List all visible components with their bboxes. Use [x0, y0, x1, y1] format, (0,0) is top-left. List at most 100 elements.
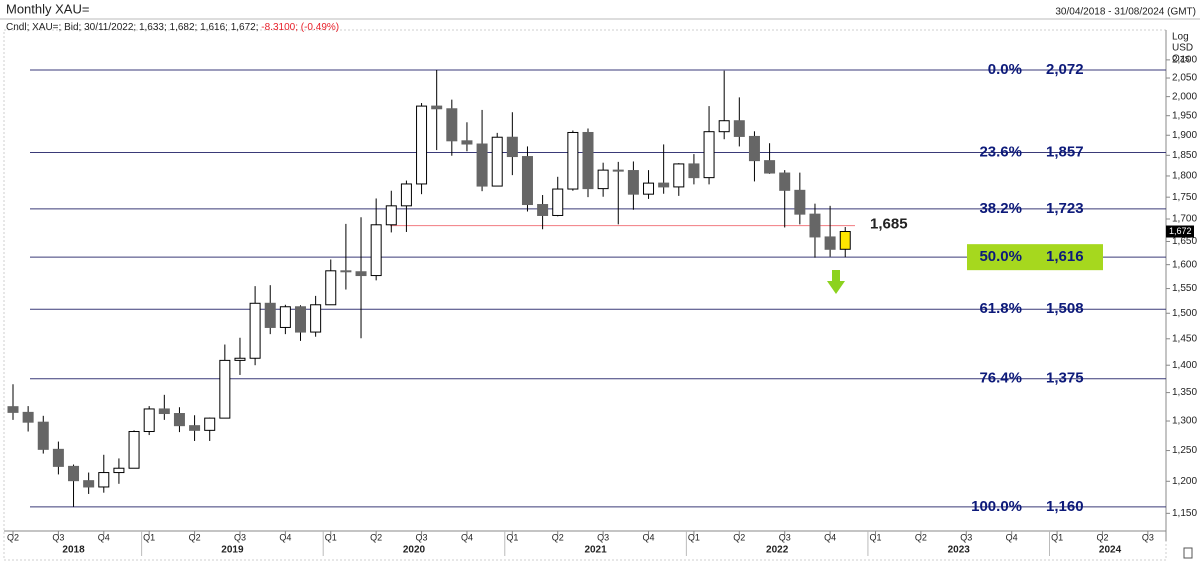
candle-body — [279, 306, 291, 328]
candle-body — [794, 189, 806, 215]
candle-body — [431, 105, 443, 110]
candle-body — [779, 172, 791, 191]
fib-pct: 76.4% — [979, 370, 1022, 387]
date-range: 30/04/2018 - 31/08/2024 (GMT) — [1055, 7, 1196, 18]
x-tick-label: Q1 — [688, 532, 700, 542]
y-tick-label: 1,400 — [1172, 360, 1197, 371]
fib-value: 2,072 — [1046, 61, 1084, 78]
candle-body — [764, 160, 776, 174]
candle-body — [521, 156, 533, 206]
y-tick-label: 2,050 — [1172, 73, 1197, 84]
x-tick-label: Q2 — [1096, 532, 1108, 542]
x-tick-label: Q3 — [779, 532, 791, 542]
candle-body — [113, 467, 125, 474]
x-tick-label: Q2 — [189, 532, 201, 542]
candle-body — [491, 136, 503, 187]
candle-body — [295, 306, 306, 333]
year-label: 2021 — [584, 545, 607, 556]
candle-body — [809, 213, 821, 238]
candle-body — [552, 188, 564, 216]
candle-body — [98, 472, 110, 488]
header-ohlc: Cndl; XAU=; Bid; 30/11/2022; 1,633; 1,68… — [6, 22, 259, 33]
x-tick-label: Q4 — [461, 532, 473, 542]
x-tick-label: Q4 — [279, 532, 291, 542]
y-tick-label: 1,300 — [1172, 416, 1197, 427]
candle-body — [68, 465, 80, 482]
y-tick-label: 1,800 — [1172, 171, 1197, 182]
x-tick-label: Q3 — [52, 532, 64, 542]
y-tick-label: 1,600 — [1172, 259, 1197, 270]
candle-body — [748, 135, 760, 162]
fib-pct: 38.2% — [979, 200, 1022, 217]
resistance-label: 1,685 — [870, 216, 908, 233]
candle-body — [219, 359, 231, 419]
header-change: -8.3100; (-0.49%) — [261, 22, 339, 33]
x-tick-label: Q4 — [643, 532, 655, 542]
candle-body — [612, 169, 624, 172]
axis-unit: Ozs — [1172, 54, 1190, 65]
fib-value: 1,508 — [1046, 300, 1084, 317]
candle-body — [37, 421, 49, 450]
x-tick-label: Q1 — [506, 532, 518, 542]
candle-body — [446, 108, 458, 142]
axis-unit: Log — [1172, 32, 1189, 43]
fib-highlight — [967, 244, 1103, 271]
candle-body — [385, 205, 397, 226]
y-tick-label: 1,250 — [1172, 445, 1197, 456]
x-tick-label: Q2 — [370, 532, 382, 542]
candle-body — [567, 131, 579, 190]
x-tick-label: Q4 — [98, 532, 110, 542]
candle-body — [249, 302, 261, 359]
candle-body — [7, 406, 19, 413]
candle-body — [839, 231, 851, 250]
fib-pct: 61.8% — [979, 300, 1022, 317]
header-info: Cndl; XAU=; Bid; 30/11/2022; 1,633; 1,68… — [6, 22, 339, 33]
x-tick-label: Q1 — [1051, 532, 1063, 542]
candle-body — [400, 183, 412, 207]
x-tick-label: Q2 — [552, 532, 564, 542]
x-tick-label: Q3 — [234, 532, 246, 542]
y-tick-label: 2,000 — [1172, 91, 1197, 102]
candle-body — [703, 131, 715, 179]
candle-body — [204, 417, 216, 431]
candle-body — [643, 182, 655, 195]
year-label: 2020 — [403, 545, 426, 556]
y-tick-label: 1,950 — [1172, 110, 1197, 121]
x-tick-label: Q3 — [1142, 532, 1154, 542]
y-tick-label: 1,500 — [1172, 308, 1197, 319]
y-tick-label: 1,200 — [1172, 476, 1197, 487]
fib-value: 1,160 — [1046, 498, 1084, 515]
y-tick-label: 1,650 — [1172, 236, 1197, 247]
x-tick-label: Q2 — [7, 532, 19, 542]
candle-body — [189, 425, 201, 431]
x-tick-label: Q1 — [143, 532, 155, 542]
fib-pct: 50.0% — [979, 248, 1022, 265]
candle-body — [83, 480, 95, 488]
candle-body — [688, 163, 700, 179]
candle-body — [461, 140, 473, 145]
y-tick-label: 2,100 — [1172, 55, 1197, 66]
fib-value: 1,723 — [1046, 200, 1084, 217]
x-tick-label: Q3 — [416, 532, 428, 542]
candle-body — [128, 431, 140, 469]
candle-body — [234, 357, 246, 361]
candle-body — [476, 143, 488, 187]
candle-body — [627, 170, 639, 195]
year-label: 2022 — [766, 545, 789, 556]
plot-frame — [3, 29, 1167, 561]
y-tick-label: 1,350 — [1172, 387, 1197, 398]
last-price-box — [1166, 225, 1194, 238]
candle-body — [158, 408, 170, 415]
y-tick-label: 1,850 — [1172, 150, 1197, 161]
x-tick-label: Q1 — [325, 532, 337, 542]
arrow — [827, 270, 845, 294]
candle-body — [355, 271, 367, 277]
year-label: 2023 — [948, 545, 971, 556]
candle-body — [597, 169, 609, 190]
corner-icon — [1183, 547, 1193, 559]
fib-value: 1,375 — [1046, 370, 1084, 387]
candle-body — [824, 236, 836, 250]
last-price-label: 1,672 — [1169, 226, 1192, 236]
y-tick-label: 1,700 — [1172, 214, 1197, 225]
candle-body — [370, 224, 382, 277]
